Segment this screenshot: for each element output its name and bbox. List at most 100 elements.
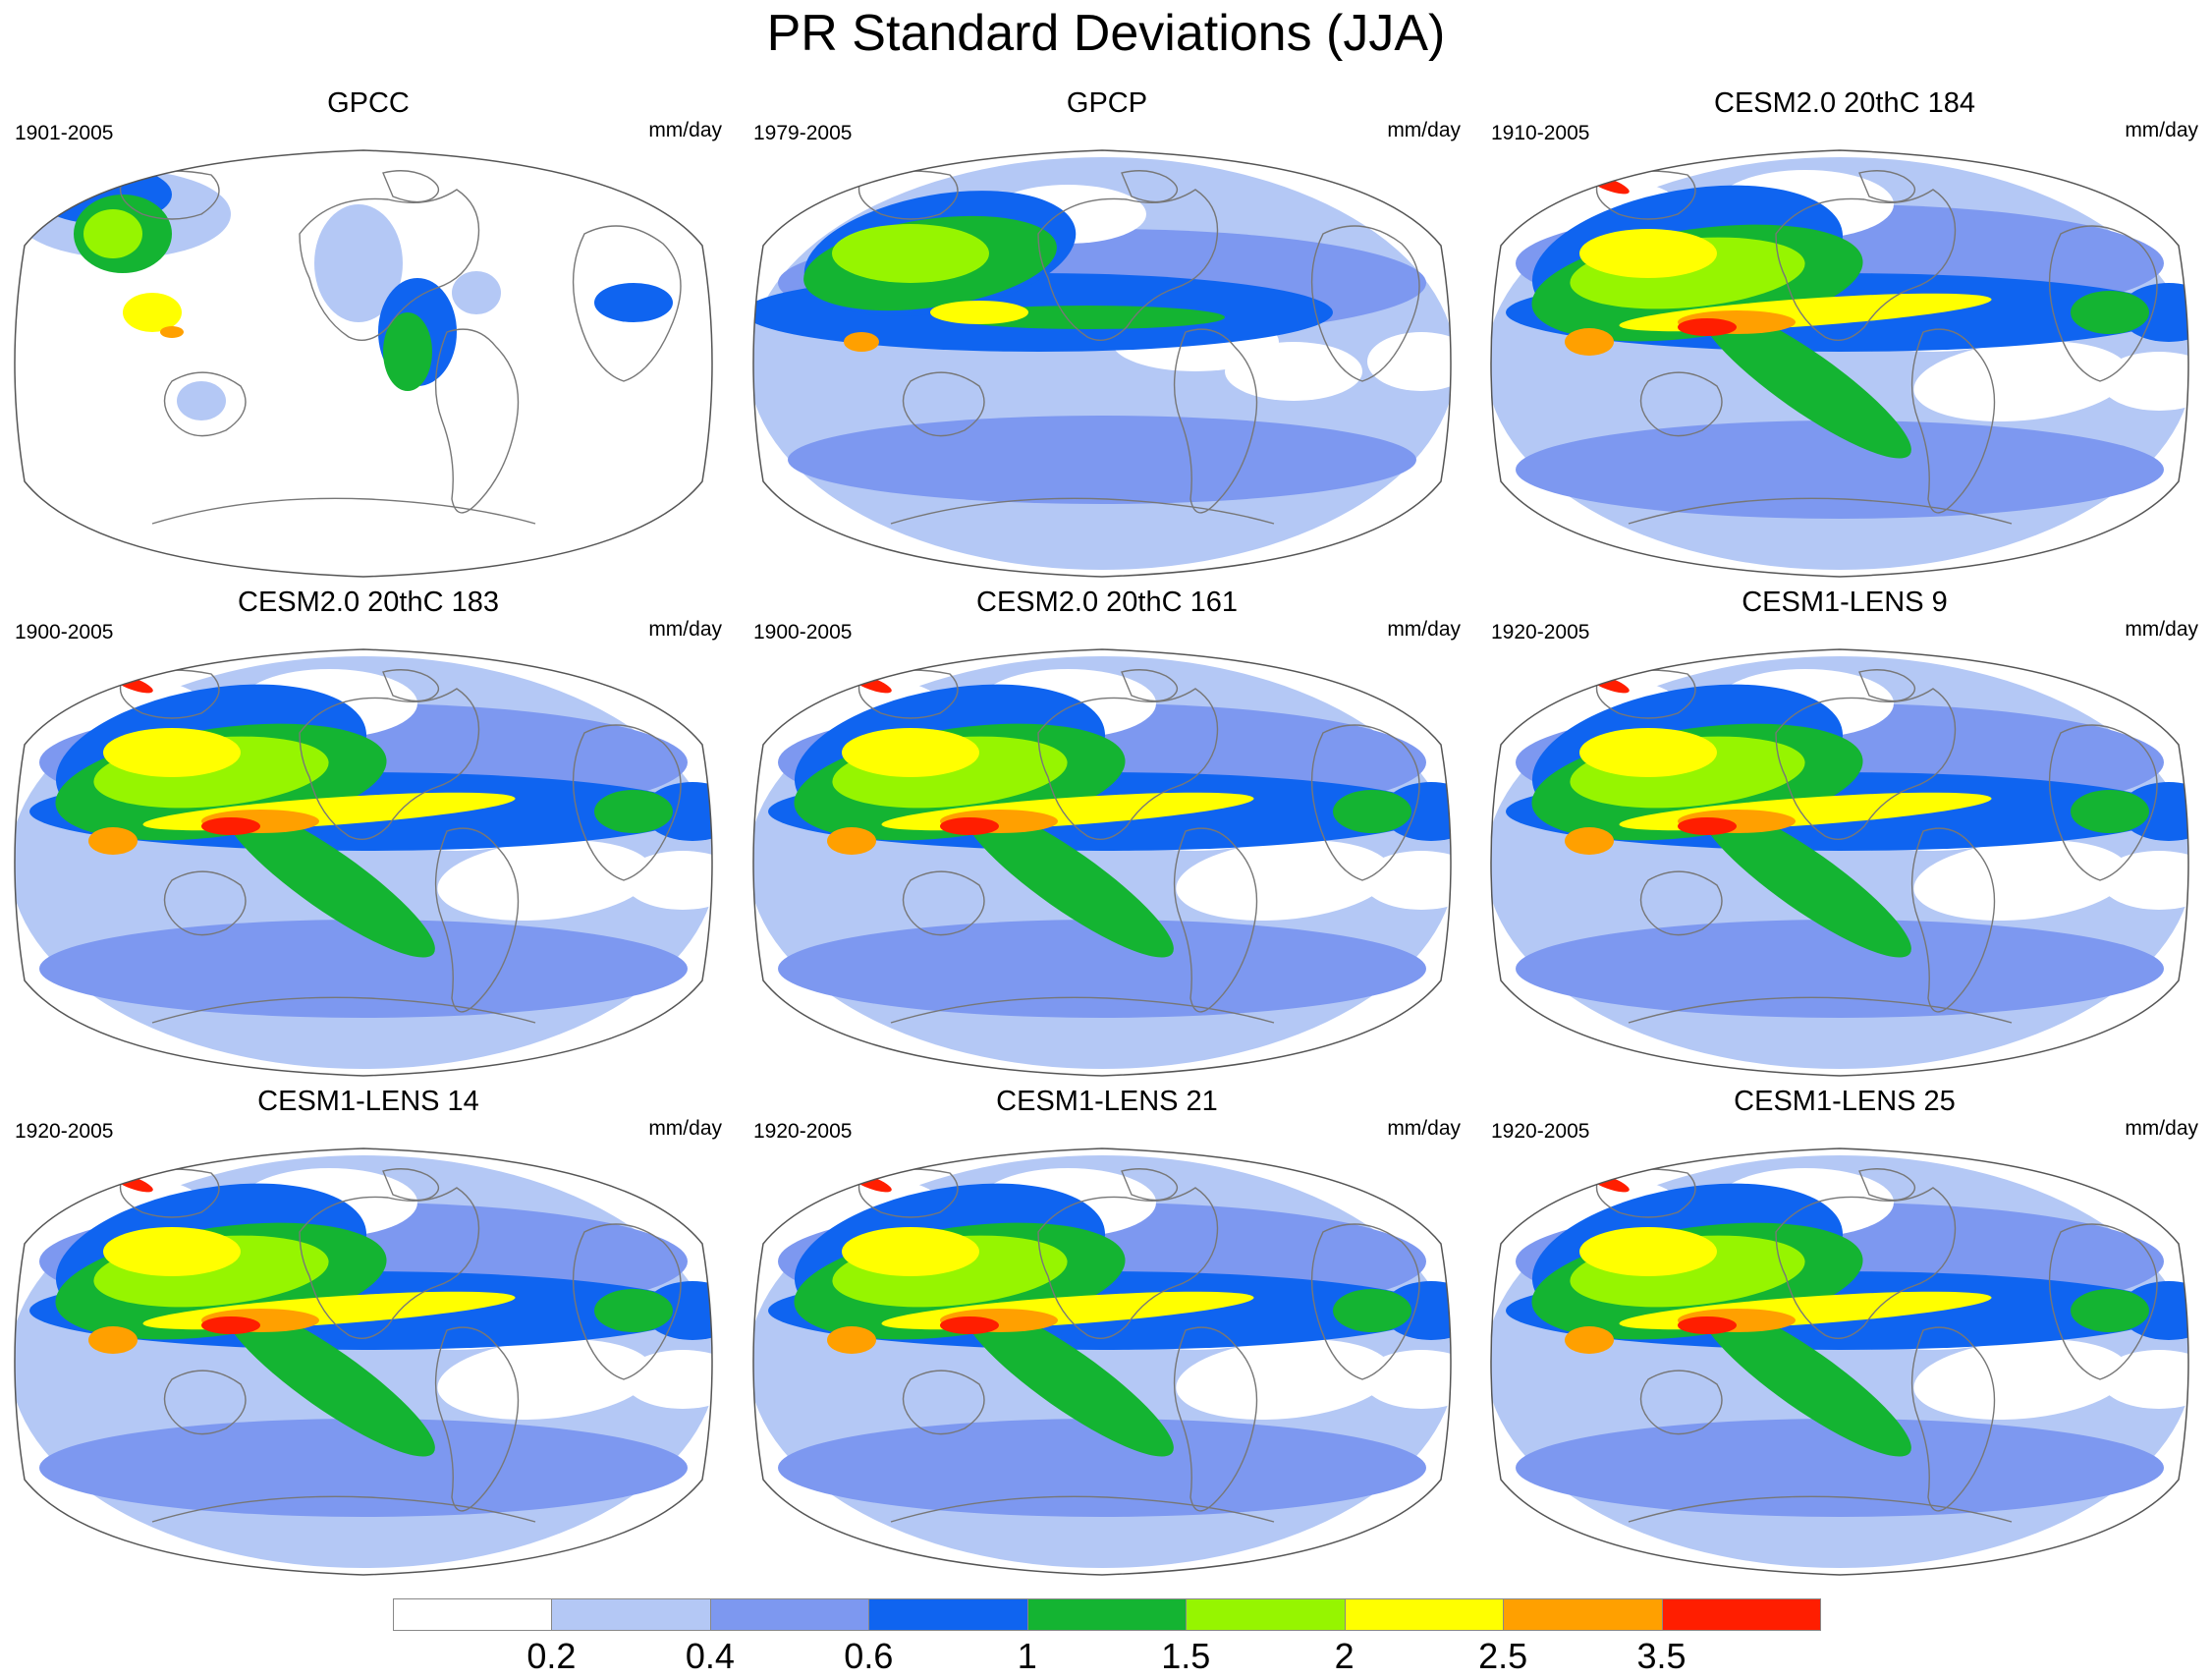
precip-contour — [88, 827, 138, 855]
panel-title: CESM1-LENS 14 — [257, 1086, 479, 1117]
precip-contour — [1367, 332, 1451, 391]
precip-contour — [940, 1316, 999, 1334]
panel-years: 1901-2005 — [15, 122, 114, 144]
precip-contour — [962, 803, 1174, 958]
precip-contour — [160, 326, 184, 338]
panel-title: CESM2.0 20thC 183 — [238, 587, 499, 618]
coastline — [572, 225, 682, 382]
precip-field — [1491, 1155, 2188, 1568]
precip-contour — [1678, 318, 1737, 336]
panel-years: 1920-2005 — [15, 1120, 114, 1143]
colorbar-swatch — [1503, 1598, 1663, 1631]
precip-contour — [594, 1289, 673, 1332]
coastline — [1858, 669, 1916, 702]
coastline — [1037, 189, 1219, 341]
coastline — [434, 328, 520, 514]
precip-contour — [643, 782, 712, 841]
map-panel: CESM1-LENS 25 1920-2005 mm/day — [1481, 1085, 2208, 1576]
precip-contour — [1516, 1419, 2164, 1517]
precip-contour — [1176, 1339, 1392, 1420]
precip-contour — [1176, 840, 1392, 921]
coastline — [1628, 996, 2013, 1024]
coastline — [1639, 1370, 1723, 1435]
map-panel: CESM2.0 20thC 184 1910-2005 mm/day — [1481, 86, 2208, 578]
map-border — [14, 1147, 713, 1576]
panel-years: 1920-2005 — [1491, 1120, 1590, 1143]
precip-contour — [103, 728, 241, 777]
world-map — [752, 1147, 1452, 1576]
map-border — [14, 648, 713, 1077]
coastline — [299, 688, 480, 840]
map-border — [752, 149, 1452, 578]
coastline — [151, 497, 536, 525]
coastline — [151, 1495, 536, 1523]
coastline — [2048, 225, 2158, 382]
panel-title: CESM2.0 20thC 184 — [1714, 87, 1975, 119]
coastline — [382, 669, 440, 702]
world-map — [1490, 1147, 2189, 1576]
coastlines — [1595, 669, 2158, 1024]
precip-contour — [624, 851, 712, 910]
precip-contour — [123, 293, 182, 332]
colorbar-swatch — [1344, 1598, 1505, 1631]
panel-units: mm/day — [1387, 618, 1461, 641]
precip-contour — [2120, 1281, 2188, 1340]
coastlines — [119, 170, 682, 525]
precip-contour — [1333, 790, 1411, 833]
coastlines — [119, 669, 682, 1024]
precip-contour — [930, 301, 1028, 324]
precip-contour — [624, 1350, 712, 1409]
coastline — [890, 996, 1275, 1024]
coastlines — [857, 170, 1420, 525]
panel-title: CESM1-LENS 21 — [996, 1086, 1218, 1117]
coastline — [1639, 870, 1723, 936]
colorbar-tick-label: 2 — [1334, 1636, 1355, 1676]
panel-years: 1910-2005 — [1491, 122, 1590, 144]
colorbar-tick-label: 1.5 — [1161, 1636, 1211, 1676]
panel-years: 1979-2005 — [753, 122, 853, 144]
precip-field — [15, 656, 712, 1069]
coastlines — [857, 1168, 1420, 1523]
precip-contour — [1565, 1326, 1614, 1354]
coastlines — [1595, 170, 2158, 525]
panel-title: CESM2.0 20thC 161 — [976, 587, 1238, 618]
coastline — [1628, 497, 2013, 525]
coastline — [1121, 170, 1179, 203]
precip-contour — [83, 209, 142, 258]
precip-contour — [2071, 1289, 2149, 1332]
panel-units: mm/day — [2125, 119, 2198, 141]
precip-contour — [1362, 1350, 1451, 1409]
coastline — [434, 827, 520, 1013]
panel-title: GPCC — [327, 87, 410, 119]
colorbar-tick-label: 1 — [1017, 1636, 1037, 1676]
precip-contour — [842, 728, 979, 777]
coastline — [1639, 371, 1723, 437]
precip-contour — [39, 1419, 688, 1517]
map-border — [752, 648, 1452, 1077]
coastline — [163, 1370, 247, 1435]
world-map — [752, 149, 1452, 578]
precip-contour — [39, 920, 688, 1018]
coastline — [1910, 1326, 1996, 1512]
panel-title: GPCP — [1066, 87, 1148, 119]
coastline — [1037, 688, 1219, 840]
precip-contour — [1565, 328, 1614, 356]
precip-contour — [1516, 920, 2164, 1018]
coastline — [572, 724, 682, 881]
colorbar-swatch — [868, 1598, 1028, 1631]
panel-years: 1900-2005 — [15, 621, 114, 644]
precip-contour — [2071, 790, 2149, 833]
coastline — [1310, 1223, 1420, 1380]
precip-contour — [827, 827, 876, 855]
precip-contour — [2100, 851, 2188, 910]
colorbar-tick-label: 3.5 — [1636, 1636, 1687, 1676]
precip-contour — [778, 1419, 1426, 1517]
precip-contour — [842, 1227, 979, 1276]
coastline — [572, 1223, 682, 1380]
precip-contour — [1382, 1281, 1451, 1340]
precip-contour — [788, 416, 1416, 504]
map-panel: CESM2.0 20thC 183 1900-2005 mm/day — [5, 586, 732, 1077]
precip-contour — [437, 1339, 653, 1420]
coastline — [2048, 1223, 2158, 1380]
world-map — [14, 149, 713, 578]
